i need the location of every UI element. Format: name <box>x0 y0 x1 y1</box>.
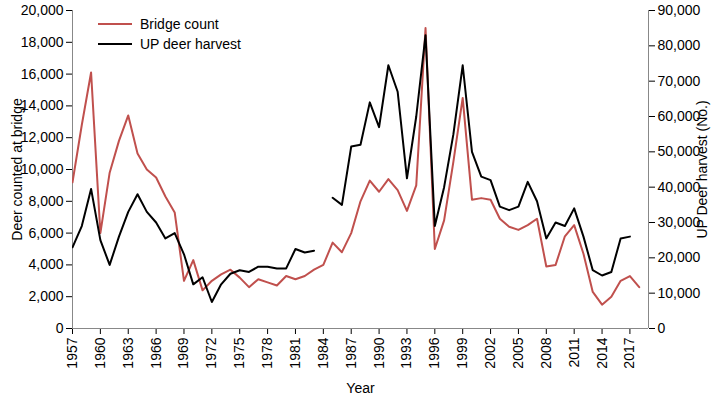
svg-text:1969: 1969 <box>175 337 191 368</box>
svg-text:2008: 2008 <box>538 337 554 368</box>
svg-text:Year: Year <box>346 380 375 396</box>
svg-text:2017: 2017 <box>621 337 637 368</box>
svg-text:16,000: 16,000 <box>21 66 64 82</box>
svg-text:Deer counted at bridge: Deer counted at bridge <box>9 98 25 241</box>
svg-text:1993: 1993 <box>398 337 414 368</box>
svg-text:1978: 1978 <box>259 337 275 368</box>
svg-text:90,000: 90,000 <box>658 2 701 18</box>
svg-text:1987: 1987 <box>343 337 359 368</box>
svg-text:1981: 1981 <box>287 337 303 368</box>
svg-text:0: 0 <box>658 320 666 336</box>
svg-text:UP Deer harvest (No.): UP Deer harvest (No.) <box>694 100 710 238</box>
svg-text:1963: 1963 <box>120 337 136 368</box>
svg-text:6,000: 6,000 <box>28 225 63 241</box>
svg-text:18,000: 18,000 <box>21 34 64 50</box>
svg-text:1972: 1972 <box>203 337 219 368</box>
svg-text:10,000: 10,000 <box>658 285 701 301</box>
svg-text:20,000: 20,000 <box>658 249 701 265</box>
svg-text:0: 0 <box>56 320 64 336</box>
svg-text:50,000: 50,000 <box>657 143 701 160</box>
svg-text:2,000: 2,000 <box>28 288 63 304</box>
html-text:Bridge count: Bridge count <box>140 16 219 32</box>
svg-text:1957: 1957 <box>64 337 80 368</box>
svg-text:1999: 1999 <box>454 337 470 368</box>
svg-text:70,000: 70,000 <box>658 73 701 89</box>
svg-text:2002: 2002 <box>482 337 498 368</box>
svg-text:20,000: 20,000 <box>21 2 64 18</box>
svg-text:2014: 2014 <box>594 337 610 368</box>
svg-text:40,000: 40,000 <box>657 178 701 195</box>
svg-text:8,000: 8,000 <box>28 193 63 209</box>
svg-text:1960: 1960 <box>92 337 108 368</box>
svg-text:1996: 1996 <box>426 337 442 368</box>
svg-text:80,000: 80,000 <box>658 37 701 53</box>
svg-text:12,000: 12,000 <box>21 129 64 145</box>
svg-text:2011: 2011 <box>566 337 582 367</box>
svg-text:60,000: 60,000 <box>657 108 701 124</box>
svg-text:1984: 1984 <box>315 337 331 368</box>
svg-text:1975: 1975 <box>231 337 247 368</box>
svg-text:10,000: 10,000 <box>21 161 64 177</box>
html-text:UP deer harvest: UP deer harvest <box>140 36 241 52</box>
svg-text:1966: 1966 <box>148 337 164 368</box>
svg-text:30,000: 30,000 <box>657 214 701 230</box>
svg-text:4,000: 4,000 <box>28 256 63 272</box>
svg-text:2005: 2005 <box>510 337 526 368</box>
svg-text:14,000: 14,000 <box>21 97 64 113</box>
svg-text:1990: 1990 <box>371 337 387 368</box>
